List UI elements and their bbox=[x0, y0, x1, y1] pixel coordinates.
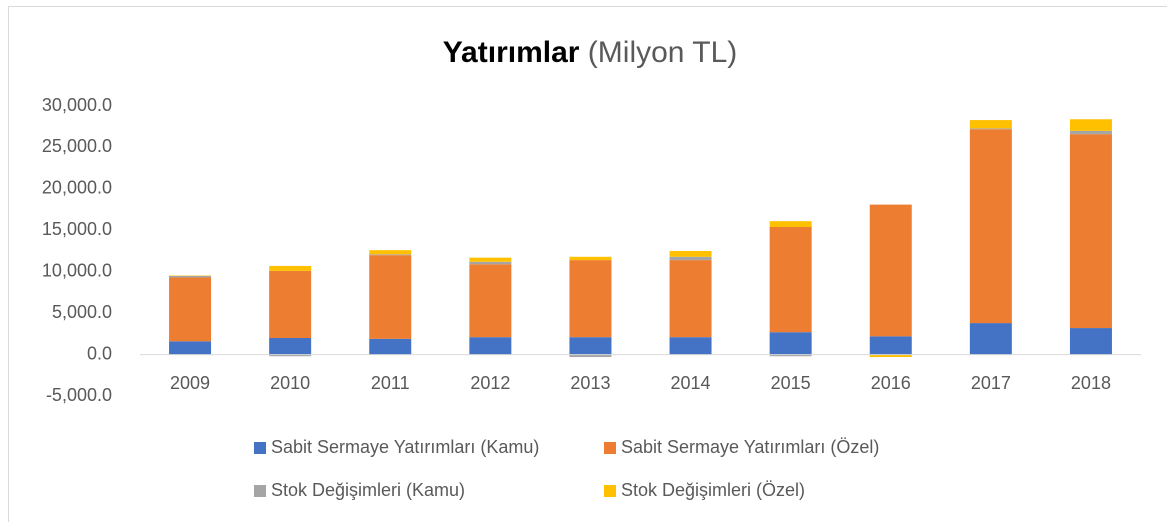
bar-segment bbox=[569, 260, 612, 338]
bar-segment bbox=[669, 251, 712, 257]
y-tick-label: -5,000.0 bbox=[46, 385, 112, 405]
bar-segment bbox=[469, 261, 512, 265]
bar-segment bbox=[869, 204, 912, 337]
legend-swatch bbox=[254, 442, 266, 454]
legend-label: Stok Değişimleri (Kamu) bbox=[271, 480, 465, 500]
y-tick-label: 20,000.0 bbox=[42, 178, 112, 198]
bar-segment bbox=[969, 128, 1012, 130]
legend-label: Sabit Sermaye Yatırımları (Özel) bbox=[621, 437, 879, 457]
x-tick-label: 2016 bbox=[871, 373, 911, 393]
bar-segment bbox=[969, 323, 1012, 355]
chart-title: Yatırımlar bbox=[443, 36, 580, 69]
x-tick-label: 2018 bbox=[1071, 373, 1111, 393]
bar-segment bbox=[969, 120, 1012, 129]
bar-segment bbox=[369, 250, 412, 255]
bar-segment bbox=[769, 226, 812, 333]
bar-segment bbox=[669, 256, 712, 261]
bar-segment bbox=[269, 265, 312, 271]
bar-segment bbox=[569, 354, 612, 358]
bar-segment bbox=[1069, 134, 1112, 329]
bar-segment bbox=[1069, 328, 1112, 355]
y-tick-label: 15,000.0 bbox=[42, 219, 112, 239]
x-tick-label: 2015 bbox=[771, 373, 811, 393]
bar-segment bbox=[469, 337, 512, 355]
legend-swatch bbox=[254, 485, 266, 497]
bar-segment bbox=[169, 341, 212, 355]
bar-segment bbox=[1069, 130, 1112, 135]
bar-segment bbox=[269, 354, 312, 357]
legend-label: Sabit Sermaye Yatırımları (Kamu) bbox=[271, 437, 539, 457]
bar-segment bbox=[369, 254, 412, 256]
bar-segment bbox=[569, 256, 612, 261]
bar-segment bbox=[569, 337, 612, 355]
bar-segment bbox=[269, 338, 312, 355]
y-tick-label: 5,000.0 bbox=[52, 302, 112, 322]
legend-swatch bbox=[604, 442, 616, 454]
bar-segment bbox=[669, 337, 712, 355]
bar-segment bbox=[769, 332, 812, 355]
bar-segment bbox=[869, 336, 912, 355]
y-tick-label: 10,000.0 bbox=[42, 260, 112, 280]
bar-segment bbox=[969, 129, 1012, 324]
bar-segment bbox=[869, 354, 912, 358]
x-tick-label: 2014 bbox=[671, 373, 711, 393]
x-tick-label: 2012 bbox=[470, 373, 510, 393]
bar-segment bbox=[669, 260, 712, 338]
bar-segment bbox=[1069, 119, 1112, 131]
bar-segment bbox=[469, 257, 512, 262]
x-tick-label: 2009 bbox=[170, 373, 210, 393]
x-tick-label: 2017 bbox=[971, 373, 1011, 393]
y-tick-label: 30,000.0 bbox=[42, 95, 112, 115]
bar-segment bbox=[769, 354, 812, 357]
bar-segment bbox=[169, 277, 212, 342]
bar-segment bbox=[369, 255, 412, 339]
chart-title-unit: (Milyon TL) bbox=[588, 36, 737, 69]
legend-label: Stok Değişimleri (Özel) bbox=[621, 480, 805, 500]
legend-swatch bbox=[604, 485, 616, 497]
bar-segment bbox=[769, 221, 812, 227]
x-tick-label: 2011 bbox=[371, 373, 410, 393]
bar-segment bbox=[169, 275, 212, 278]
x-tick-label: 2010 bbox=[270, 373, 310, 393]
y-tick-label: 25,000.0 bbox=[42, 136, 112, 156]
bar-segment bbox=[469, 264, 512, 338]
chart-title-group: Yatırımlar (Milyon TL) bbox=[443, 36, 738, 69]
bar-segment bbox=[269, 270, 312, 338]
x-tick-label: 2013 bbox=[570, 373, 610, 393]
bar-segment bbox=[369, 338, 412, 355]
y-tick-label: 0.0 bbox=[87, 343, 112, 363]
